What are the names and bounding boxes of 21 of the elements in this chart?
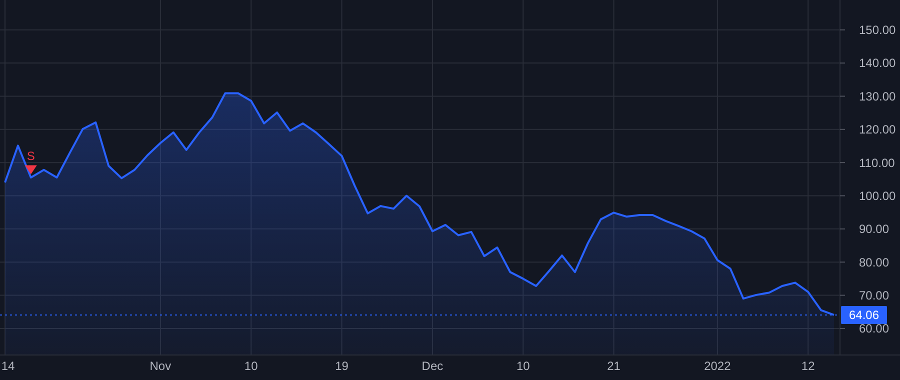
y-tick-label: 130.00 xyxy=(859,89,896,104)
x-tick-label: 14 xyxy=(1,359,15,373)
y-tick-label: 100.00 xyxy=(859,188,896,203)
y-tick-label: 60.00 xyxy=(859,322,890,336)
y-tick-label: 70.00 xyxy=(859,288,890,302)
y-tick-label: 90.00 xyxy=(859,222,890,236)
x-tick-label: 12 xyxy=(801,359,816,373)
x-tick-label: 2022 xyxy=(704,359,732,373)
y-tick-label: 110.00 xyxy=(859,156,896,170)
y-tick-label: 150.00 xyxy=(859,23,896,38)
y-tick-label: 120.00 xyxy=(859,122,896,137)
x-tick-label: 21 xyxy=(607,359,621,373)
y-tick-label: 80.00 xyxy=(859,255,890,270)
x-tick-label: Dec xyxy=(422,359,444,373)
x-tick-label: 10 xyxy=(244,359,258,373)
y-tick-label: 140.00 xyxy=(859,56,896,70)
ref-line-label: 64.06 xyxy=(848,308,880,322)
x-tick-label: 10 xyxy=(516,359,530,373)
x-tick-label: Nov xyxy=(150,359,172,373)
x-tick-label: 19 xyxy=(335,359,349,373)
series-label: S xyxy=(26,149,35,164)
